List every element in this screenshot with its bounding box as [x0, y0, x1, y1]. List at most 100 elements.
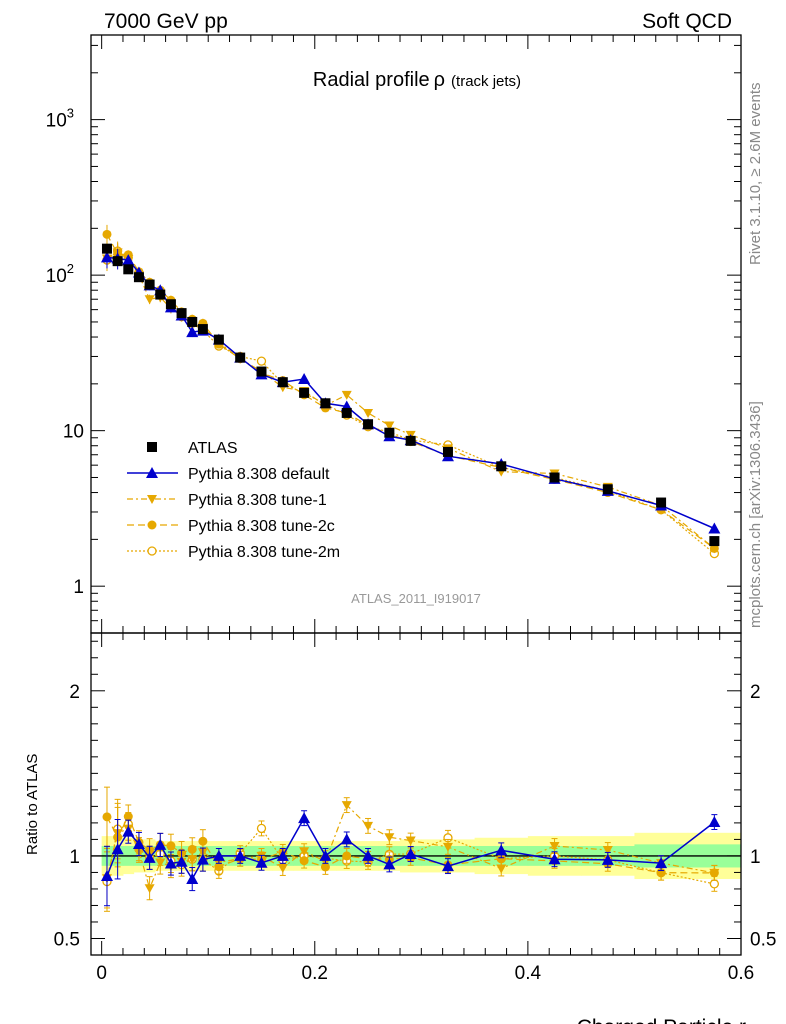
- point-atlas-main: [442, 446, 453, 457]
- series-line-main: [106, 256, 715, 530]
- legend-marker-tune2c: [147, 520, 157, 530]
- point-atlas-main: [709, 536, 720, 547]
- point-default-ratio: [340, 833, 353, 845]
- point-tune2m-ratio: [256, 823, 267, 834]
- point-tune1-main: [384, 421, 395, 431]
- point-atlas-main: [144, 279, 155, 290]
- point-tune1-ratio: [363, 821, 374, 831]
- ratio-y-tick-label-right: 2: [750, 682, 761, 703]
- y-tick-base: 10: [46, 266, 67, 287]
- point-default-ratio: [164, 857, 177, 869]
- point-default-ratio: [111, 843, 124, 855]
- point-tune1-main: [341, 390, 352, 400]
- point-default-ratio: [132, 838, 145, 850]
- point-tune1-main: [363, 408, 374, 418]
- y-tick-label: 1: [73, 577, 84, 598]
- point-atlas-main: [213, 334, 224, 345]
- ratio-y-tick-label: 0.5: [54, 929, 80, 950]
- y-tick-exponent: 3: [67, 106, 74, 121]
- point-atlas-main: [602, 484, 613, 495]
- point-atlas-main: [235, 352, 246, 363]
- point-default-main: [100, 251, 113, 263]
- point-tune2c-main: [102, 229, 112, 239]
- point-atlas-main: [133, 272, 144, 283]
- point-atlas-main: [277, 377, 288, 388]
- series-line-ratio: [106, 804, 715, 891]
- point-tune1-ratio: [341, 801, 352, 811]
- point-atlas-main: [496, 461, 507, 472]
- point-default-ratio: [383, 858, 396, 870]
- legend-marker-tune1: [147, 495, 157, 504]
- point-atlas-main: [384, 427, 395, 438]
- point-atlas-main: [176, 308, 187, 319]
- point-default-ratio: [655, 857, 668, 869]
- legend-label: Pythia 8.308 tune-2m: [188, 544, 340, 561]
- y-tick-label: 103: [46, 106, 74, 132]
- point-default-ratio: [298, 812, 311, 824]
- point-atlas-main: [405, 435, 416, 446]
- point-atlas-main: [656, 497, 667, 508]
- analysis-tag: ATLAS_2011_I919017: [351, 591, 481, 606]
- point-atlas-main: [155, 289, 166, 300]
- point-atlas-main: [165, 299, 176, 310]
- point-tune1-ratio: [549, 842, 560, 852]
- point-default-ratio: [154, 838, 167, 850]
- point-default-ratio: [441, 860, 454, 872]
- point-tune1-ratio: [442, 842, 453, 852]
- side-label-top: Rivet 3.1.10, ≥ 2.6M events: [747, 83, 764, 266]
- point-tune1-ratio: [187, 855, 198, 865]
- point-tune1-ratio: [405, 836, 416, 846]
- point-default-ratio: [122, 825, 135, 837]
- point-tune1-main: [144, 295, 155, 305]
- point-tune1-ratio: [277, 864, 288, 874]
- point-atlas-main: [123, 264, 134, 275]
- y-tick-label: 10: [63, 422, 84, 443]
- ratio-y-tick-label-right: 1: [750, 847, 761, 868]
- point-atlas-main: [549, 472, 560, 483]
- point-default-main: [122, 254, 135, 266]
- point-default-ratio: [143, 851, 156, 863]
- y-tick-base: 10: [46, 111, 67, 132]
- point-default-ratio: [212, 849, 225, 861]
- point-default-ratio: [601, 853, 614, 865]
- point-atlas-main: [101, 243, 112, 254]
- point-tune2c-ratio: [102, 812, 112, 822]
- point-tune1-ratio: [709, 868, 720, 878]
- ratio-y-tick-label-right: 0.5: [750, 929, 776, 950]
- point-default-main: [708, 522, 721, 534]
- point-atlas-main: [112, 256, 123, 267]
- legend-label: Pythia 8.308 tune-2c: [188, 518, 335, 535]
- point-default-main: [186, 326, 199, 338]
- x-tick-label: 0.6: [728, 963, 754, 984]
- chart-title: Radial profile ρ (track jets): [313, 69, 521, 91]
- ratio-frame: [90, 632, 742, 956]
- point-default-ratio: [319, 849, 332, 861]
- x-axis-label: Charged Particle r: [577, 1016, 746, 1024]
- point-tune1-ratio: [384, 833, 395, 843]
- point-atlas-main: [256, 366, 267, 377]
- legend-marker-atlas: [147, 442, 157, 452]
- point-tune1-ratio: [602, 846, 613, 856]
- x-tick-label: 0.4: [515, 963, 542, 984]
- point-atlas-main: [341, 407, 352, 418]
- header-left: 7000 GeV pp: [104, 10, 228, 33]
- point-atlas-main: [320, 398, 331, 409]
- data-marks: [100, 224, 721, 912]
- title-symbol: ρ: [434, 69, 445, 91]
- point-default-ratio: [548, 853, 561, 865]
- legend-label: Pythia 8.308 tune-1: [188, 492, 327, 509]
- point-default-ratio: [100, 870, 113, 882]
- point-default-ratio: [196, 853, 209, 865]
- x-tick-label: 0: [96, 963, 107, 984]
- title-sub: (track jets): [451, 73, 521, 90]
- point-tune1-ratio: [496, 864, 507, 874]
- ratio-y-axis-label: Ratio to ATLAS: [24, 754, 41, 855]
- side-label-bottom: mcplots.cern.ch [arXiv:1306.3436]: [747, 401, 764, 628]
- point-default-ratio: [255, 856, 268, 868]
- ratio-y-tick-label: 2: [69, 682, 80, 703]
- legend-label: Pythia 8.308 default: [188, 466, 330, 483]
- point-default-ratio: [708, 816, 721, 828]
- point-default-ratio: [175, 855, 188, 867]
- point-tune2c-ratio: [123, 812, 133, 822]
